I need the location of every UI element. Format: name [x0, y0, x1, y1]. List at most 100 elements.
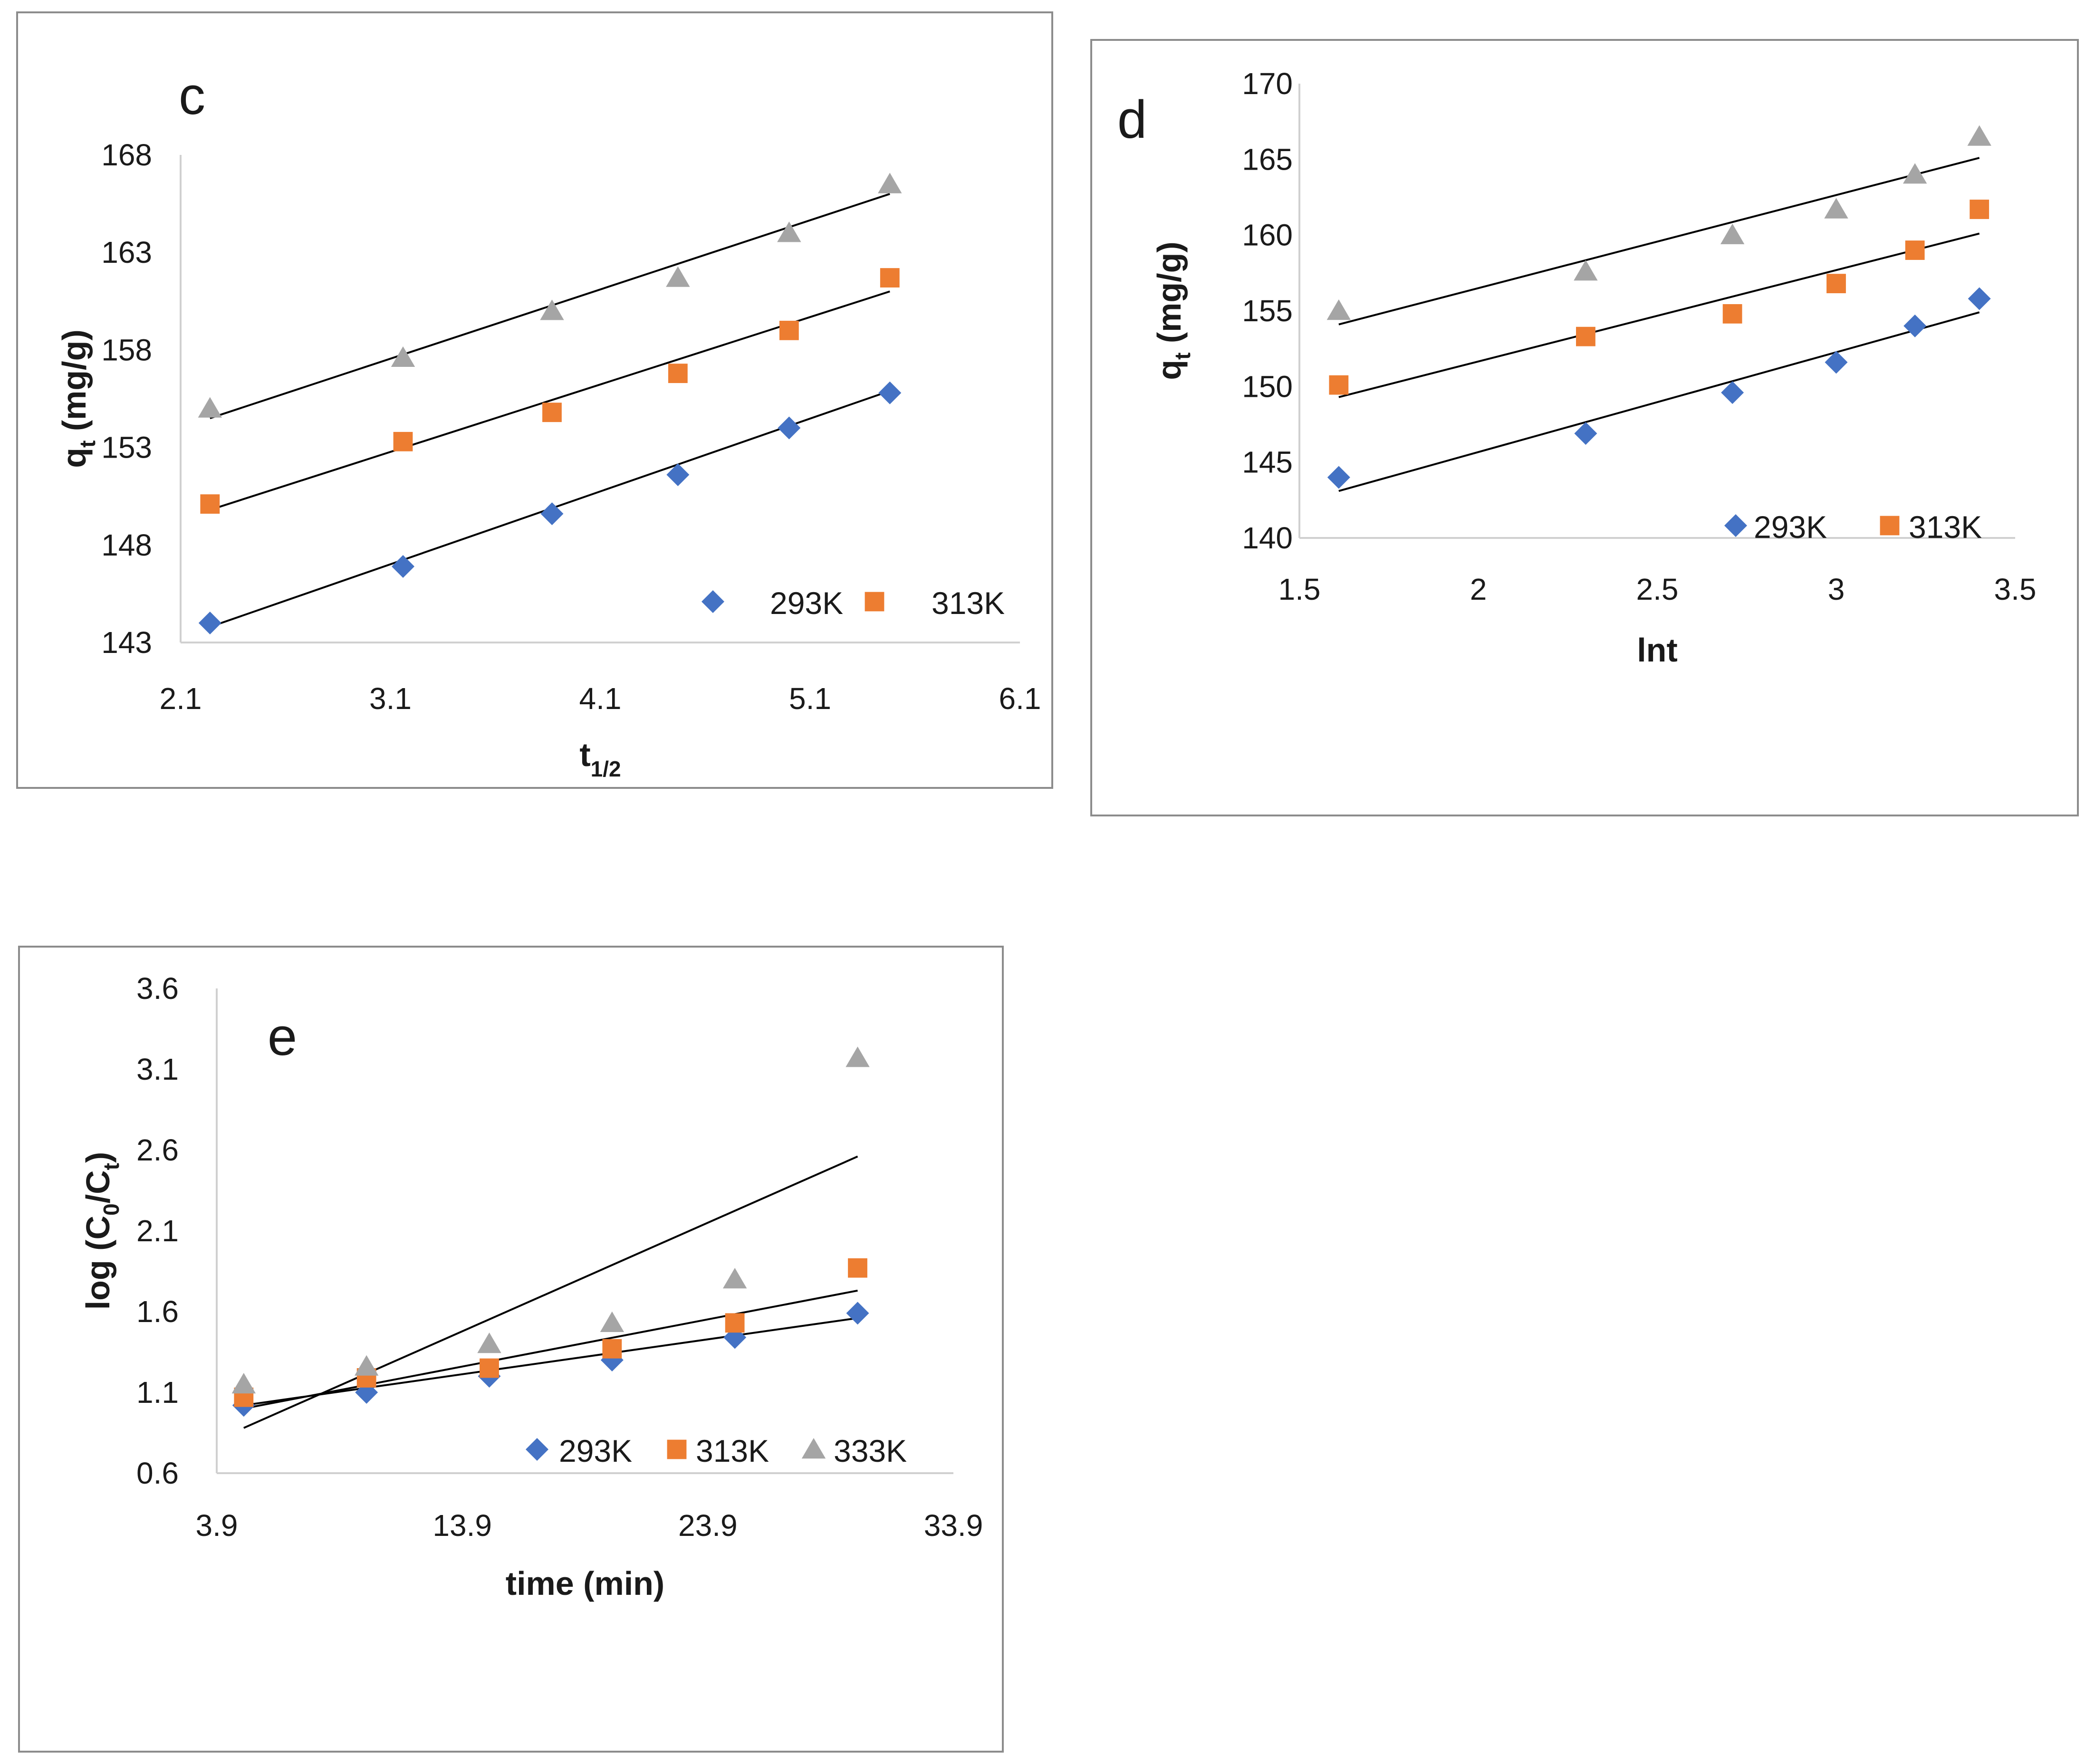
- chart-d-panel-letter: d: [1117, 90, 1147, 149]
- chart-d-xtick-label: 1.5: [1278, 572, 1321, 606]
- chart-e-point-313K: [602, 1339, 622, 1359]
- chart-c-y-axis-label: qt (mg/g): [56, 329, 100, 468]
- chart-d-legend-label-313K: 313K: [1909, 509, 1982, 545]
- chart-d-legend-marker-313K: [1880, 516, 1900, 536]
- chart-c-xtick-label: 3.1: [369, 681, 412, 716]
- chart-d-point-333K: [1326, 299, 1351, 320]
- chart-e-point-313K: [480, 1358, 499, 1378]
- chart-e-point-313K: [848, 1258, 867, 1278]
- chart-e-legend-marker-313K: [667, 1439, 687, 1459]
- chart-e-point-293K: [846, 1302, 869, 1325]
- chart-e-ytick-label: 1.6: [136, 1294, 179, 1329]
- chart-c-ytick-label: 163: [101, 235, 152, 269]
- chart-d-x-axis-label: lnt: [1637, 632, 1678, 669]
- chart-e-point-333K: [846, 1046, 870, 1067]
- chart-d-point-313K: [1576, 326, 1595, 346]
- chart-e-point-313K: [725, 1313, 745, 1333]
- chart-c-point-333K: [540, 299, 564, 320]
- chart-d-xtick-label: 3: [1828, 572, 1845, 606]
- chart-c-point-333K: [198, 397, 222, 418]
- chart-e-legend-label-313K: 313K: [696, 1433, 769, 1468]
- chart-e-point-333K: [354, 1355, 379, 1376]
- chart-d-trendline-293K: [1338, 311, 1980, 492]
- chart-d-ytick-label: 170: [1242, 67, 1293, 101]
- chart-c-ytick-label: 158: [101, 333, 152, 367]
- chart-e-ytick-label: 3.1: [136, 1052, 179, 1086]
- chart-c-legend-label-313K: 313K: [932, 585, 1005, 621]
- chart-c-point-293K: [198, 611, 221, 634]
- chart-c-point-293K: [666, 463, 690, 487]
- chart-c-legend-marker-313K: [865, 592, 884, 612]
- chart-c-point-313K: [393, 431, 413, 451]
- chart-c-ytick-label: 148: [101, 528, 152, 562]
- chart-d-trendline-313K: [1338, 232, 1980, 398]
- chart-d-point-313K: [1826, 274, 1846, 294]
- chart-c-point-293K: [540, 502, 564, 526]
- chart-d-ytick-label: 165: [1242, 142, 1293, 176]
- chart-d-point-333K: [1574, 260, 1598, 281]
- chart-c-point-313K: [542, 403, 562, 422]
- chart-c-point-333K: [878, 173, 902, 193]
- chart-e-y-axis-label: log (C0/Ct): [79, 1152, 124, 1310]
- chart-c-ytick-label: 143: [101, 625, 152, 660]
- chart-e-xtick-label: 23.9: [678, 1508, 738, 1543]
- chart-d-trendline-333K: [1338, 157, 1980, 326]
- chart-e-legend-marker-293K: [526, 1438, 548, 1461]
- chart-c-xtick-label: 5.1: [789, 681, 831, 716]
- chart-c-point-313K: [880, 268, 900, 288]
- chart-e-frame: [18, 946, 1004, 1753]
- chart-c-x-axis-label: t1/2: [579, 736, 621, 781]
- chart-d-point-333K: [1824, 198, 1848, 219]
- chart-c-frame: [16, 11, 1053, 789]
- chart-d-point-313K: [1722, 304, 1742, 324]
- chart-d-point-313K: [1329, 375, 1349, 395]
- chart-c-panel-letter: c: [179, 66, 205, 125]
- chart-e-xtick-label: 3.9: [196, 1508, 238, 1543]
- chart-d-point-293K: [1903, 314, 1927, 337]
- chart-c-xtick-label: 2.1: [160, 681, 202, 716]
- chart-d-point-293K: [1327, 466, 1350, 489]
- chart-c-point-293K: [778, 416, 801, 440]
- chart-c: 143 148 153 158 163 168 2.1 3.1 4.1 5.1 6.1 t1/2 qt …: [16, 11, 1053, 789]
- chart-e-ytick-label: 3.6: [136, 971, 179, 1006]
- chart-e-x-axis-label: time (min): [506, 1565, 664, 1602]
- chart-d-point-333K: [1720, 223, 1745, 244]
- chart-e-trendline-313K: [243, 1289, 858, 1409]
- chart-d-ytick-label: 145: [1242, 445, 1293, 479]
- chart-d-point-293K: [1968, 287, 1991, 310]
- chart-c-point-313K: [200, 494, 220, 514]
- chart-d-y-axis-label: qt (mg/g): [1151, 241, 1195, 380]
- chart-d-ytick-label: 155: [1242, 294, 1293, 328]
- chart-e-ytick-label: 0.6: [136, 1456, 179, 1490]
- chart-c-legend-label-293K: 293K: [770, 585, 843, 621]
- chart-c-xtick-label: 4.1: [579, 681, 622, 716]
- chart-d-point-333K: [1967, 125, 1991, 146]
- chart-c-point-333K: [391, 346, 415, 367]
- chart-d-ytick-label: 140: [1242, 521, 1293, 555]
- chart-d-point-313K: [1970, 200, 1989, 219]
- chart-e-panel-letter: e: [268, 1007, 297, 1066]
- chart-d: 140 145 150 155 160 165 170 1.5 2 2.5 3 3.5 lnt qt (m…: [1090, 39, 2079, 816]
- chart-d-xtick-label: 2.5: [1636, 572, 1679, 606]
- chart-c-legend-marker-293K: [702, 590, 724, 613]
- chart-d-ytick-label: 150: [1242, 369, 1293, 403]
- chart-e-trendline-333K: [243, 1155, 858, 1429]
- chart-c-ytick-label: 168: [101, 138, 152, 172]
- chart-e-legend-marker-333K: [801, 1438, 826, 1459]
- chart-e-legend-label-293K: 293K: [559, 1433, 632, 1468]
- chart-e-ytick-label: 2.6: [136, 1133, 179, 1167]
- chart-d-xtick-label: 3.5: [1994, 572, 2037, 606]
- chart-c-point-313K: [668, 364, 688, 383]
- chart-d-point-293K: [1574, 422, 1597, 445]
- chart-c-ytick-label: 153: [101, 431, 152, 465]
- chart-d-point-293K: [1825, 351, 1848, 374]
- chart-e-xtick-label: 33.9: [924, 1508, 983, 1543]
- chart-c-point-333K: [777, 221, 801, 242]
- chart-d-ytick-label: 160: [1242, 218, 1293, 252]
- chart-e-point-333K: [600, 1311, 625, 1332]
- chart-e-ytick-label: 2.1: [136, 1214, 179, 1248]
- chart-e-point-333K: [231, 1373, 256, 1394]
- chart-c-point-313K: [779, 320, 799, 340]
- chart-e-legend-label-333K: 333K: [834, 1433, 907, 1468]
